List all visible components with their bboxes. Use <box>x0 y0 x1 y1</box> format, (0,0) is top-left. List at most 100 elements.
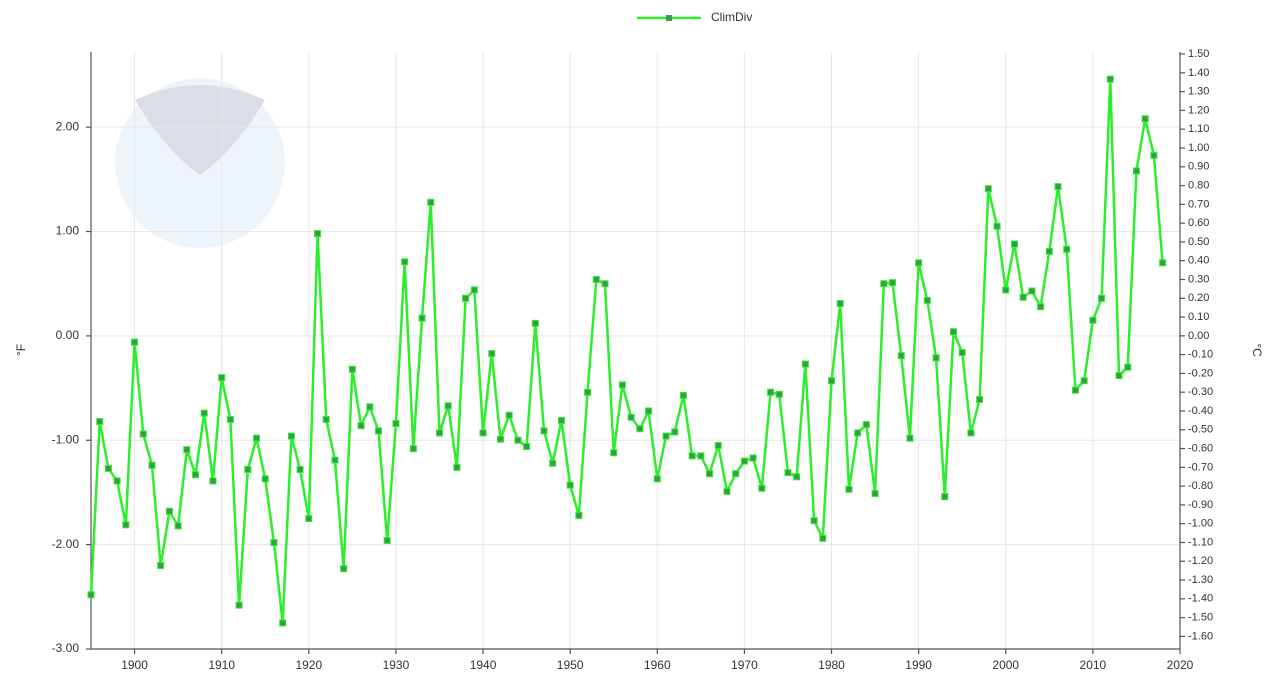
data-point <box>775 390 783 398</box>
y-axis-label: °F <box>14 344 28 356</box>
data-point <box>967 429 975 437</box>
data-point <box>200 409 208 417</box>
data-point <box>366 403 374 411</box>
data-point <box>810 517 818 525</box>
data-point <box>296 465 304 473</box>
y2-tick-label: -0.90 <box>1188 499 1213 511</box>
data-point <box>845 485 853 493</box>
data-point <box>1002 286 1010 294</box>
data-point <box>662 432 670 440</box>
data-point <box>165 507 173 515</box>
data-point <box>740 457 748 465</box>
data-point <box>984 185 992 193</box>
y2-tick-label: -1.50 <box>1188 612 1213 624</box>
data-point <box>627 413 635 421</box>
data-point <box>218 374 226 382</box>
legend-marker <box>666 15 672 21</box>
data-point <box>714 441 722 449</box>
data-point <box>697 452 705 460</box>
data-point <box>854 429 862 437</box>
data-point <box>758 484 766 492</box>
x-tick-label: 1950 <box>557 658 584 672</box>
data-point <box>880 280 888 288</box>
data-point <box>235 601 243 609</box>
y2-tick-label: -1.40 <box>1188 593 1213 605</box>
data-point <box>1115 372 1123 380</box>
data-point <box>871 489 879 497</box>
data-point <box>244 465 252 473</box>
data-point <box>784 469 792 477</box>
y2-tick-label: 0.40 <box>1188 255 1209 267</box>
data-point <box>906 434 914 442</box>
y-tick-label: -2.00 <box>52 537 80 551</box>
data-point <box>357 422 365 430</box>
data-point <box>96 417 104 425</box>
y2-tick-label: -1.30 <box>1188 574 1213 586</box>
data-point <box>889 279 897 287</box>
data-point <box>470 286 478 294</box>
data-point <box>488 350 496 358</box>
y2-tick-label: 0.50 <box>1188 236 1209 248</box>
data-point <box>584 388 592 396</box>
data-point <box>1106 75 1114 83</box>
data-point <box>401 258 409 266</box>
data-point <box>383 536 391 544</box>
x-tick-label: 1970 <box>731 658 758 672</box>
data-point <box>653 475 661 483</box>
data-point <box>1141 115 1149 123</box>
logo <box>115 78 285 248</box>
data-point <box>462 294 470 302</box>
data-point <box>793 473 801 481</box>
x-tick-label: 2020 <box>1167 658 1194 672</box>
data-point <box>1080 377 1088 385</box>
y2-tick-label: -0.60 <box>1188 442 1213 454</box>
data-point <box>618 381 626 389</box>
data-point <box>1010 240 1018 248</box>
y2-tick-label: 1.50 <box>1188 48 1209 60</box>
data-point <box>174 522 182 530</box>
data-point <box>409 445 417 453</box>
x-tick-label: 2000 <box>992 658 1019 672</box>
y-tick-label: -1.00 <box>52 432 80 446</box>
data-point <box>836 300 844 308</box>
data-point <box>131 338 139 346</box>
data-point <box>261 475 269 483</box>
y-tick-label: -3.00 <box>52 641 80 655</box>
data-point <box>496 435 504 443</box>
x-tick-label: 1940 <box>470 658 497 672</box>
data-point <box>531 319 539 327</box>
y-tick-label: 0.00 <box>56 328 80 342</box>
data-point <box>828 377 836 385</box>
x-tick-label: 1920 <box>295 658 322 672</box>
data-point <box>923 296 931 304</box>
data-point <box>479 429 487 437</box>
data-point <box>549 459 557 467</box>
data-point <box>253 434 261 442</box>
data-point <box>1054 183 1062 191</box>
data-point <box>671 428 679 436</box>
data-point <box>157 562 165 570</box>
y2-tick-label: -1.60 <box>1188 630 1213 642</box>
data-point <box>897 352 905 360</box>
data-point <box>1098 294 1106 302</box>
data-point <box>444 402 452 410</box>
data-point <box>122 521 130 529</box>
data-point <box>601 280 609 288</box>
data-point <box>767 388 775 396</box>
y2-tick-label: -0.10 <box>1188 349 1213 361</box>
data-point <box>453 463 461 471</box>
data-point <box>427 198 435 206</box>
data-point <box>435 429 443 437</box>
x-tick-label: 1930 <box>383 658 410 672</box>
data-point <box>1028 287 1036 295</box>
data-point <box>958 349 966 357</box>
y2-tick-label: 0.70 <box>1188 198 1209 210</box>
data-point <box>148 461 156 469</box>
data-point <box>279 619 287 627</box>
data-point <box>1159 259 1167 267</box>
data-point <box>139 430 147 438</box>
data-point <box>1019 293 1027 301</box>
y2-tick-label: -0.50 <box>1188 424 1213 436</box>
data-point <box>732 470 740 478</box>
